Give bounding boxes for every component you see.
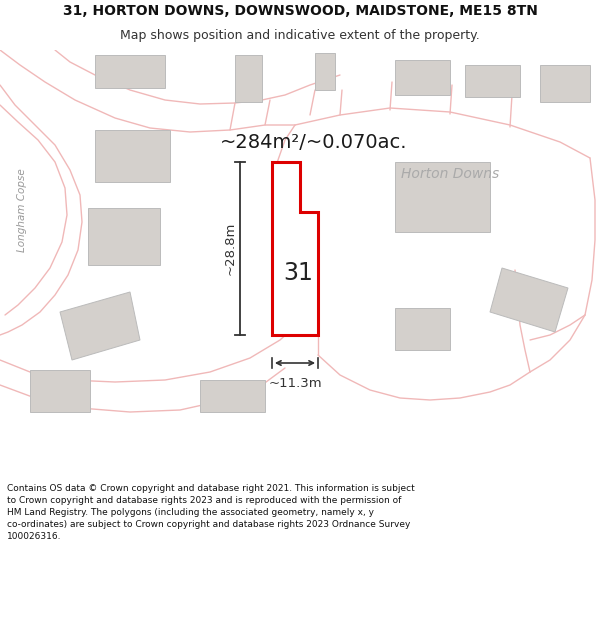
Polygon shape — [95, 55, 165, 88]
Polygon shape — [395, 162, 490, 232]
Text: Longham Copse: Longham Copse — [17, 168, 27, 252]
Polygon shape — [490, 268, 568, 332]
Polygon shape — [465, 65, 520, 97]
Text: Horton Downs: Horton Downs — [401, 167, 499, 181]
Text: Map shows position and indicative extent of the property.: Map shows position and indicative extent… — [120, 29, 480, 42]
Polygon shape — [200, 380, 265, 412]
Polygon shape — [95, 130, 170, 182]
Polygon shape — [272, 162, 318, 335]
Polygon shape — [540, 65, 590, 102]
Text: 31, HORTON DOWNS, DOWNSWOOD, MAIDSTONE, ME15 8TN: 31, HORTON DOWNS, DOWNSWOOD, MAIDSTONE, … — [62, 4, 538, 18]
Text: ~11.3m: ~11.3m — [268, 377, 322, 390]
Text: ~28.8m: ~28.8m — [223, 222, 236, 275]
Polygon shape — [60, 292, 140, 360]
Polygon shape — [235, 55, 262, 102]
Text: ~284m²/~0.070ac.: ~284m²/~0.070ac. — [220, 132, 407, 151]
Polygon shape — [395, 60, 450, 95]
Polygon shape — [395, 308, 450, 350]
Polygon shape — [88, 208, 160, 265]
Text: 31: 31 — [283, 261, 313, 286]
Text: Contains OS data © Crown copyright and database right 2021. This information is : Contains OS data © Crown copyright and d… — [7, 484, 415, 541]
Polygon shape — [315, 53, 335, 90]
Polygon shape — [30, 370, 90, 412]
